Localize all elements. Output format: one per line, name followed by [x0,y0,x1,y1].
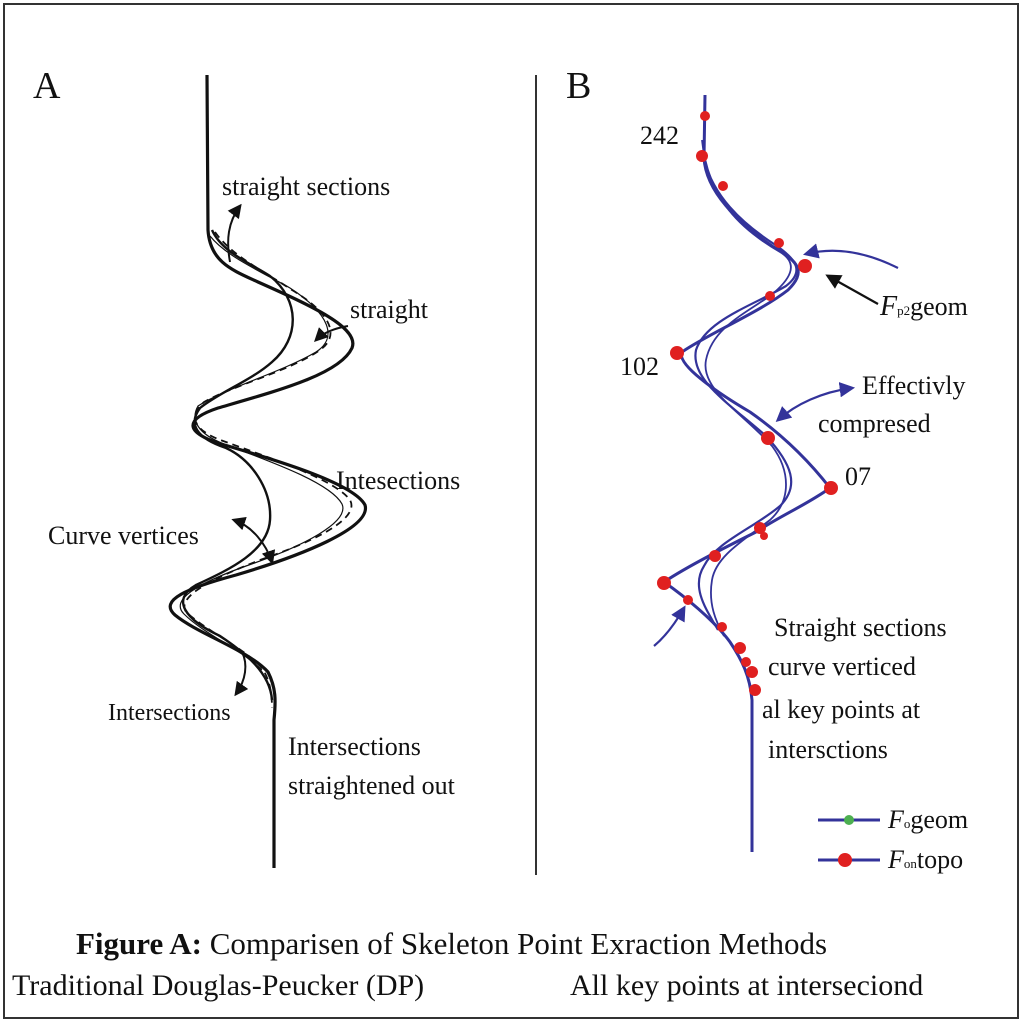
label-straightened-line2: straightened out [288,771,455,800]
legend-topo-symbol: F [888,845,904,874]
panel-a-thin-curve [179,235,344,671]
caption-right: All key points at interseciond [570,969,924,1002]
panel-b-third-curve [701,139,792,637]
number-102: 102 [620,352,659,381]
figure-frame [3,3,1019,1019]
legend-topo-label: Fontopo [888,845,964,875]
note-line1: Straight sections [774,613,947,642]
panel-a-curves [168,74,367,868]
key-point [683,595,693,605]
number-242: 242 [640,121,679,150]
key-point [824,481,838,495]
label-curve-vertices: Curve vertices [48,521,199,550]
label-intersections: Intersections [108,700,231,726]
label-straight-sections: straight sections [222,172,391,201]
panel-b-letter: B [566,65,592,107]
panel-a-arrows [227,203,349,697]
legend-geom-rest: geom [910,805,969,834]
figure-caption-title: Figure A: Comparisen of Skeleton Point E… [76,926,827,962]
panel-a-second-curve [182,229,294,701]
key-point [700,111,710,121]
figure-caption-text: Figure A: Comparisen of Skeleton Point E… [76,926,828,961]
note-line3: al key points at [762,695,921,724]
arrow-intersections [234,651,249,697]
label-f-p2geom: Fp2geom [880,291,968,322]
label-effectively-line1: Effectivly [862,371,966,400]
label-straight: straight [350,295,428,324]
caption-left: Traditional Douglas-Peucker (DP) [12,969,425,1002]
panel-a-dashed-curve [183,231,353,709]
legend-lines [818,815,880,867]
legend-topo-sub: on [903,856,917,871]
key-point [709,550,721,562]
arrow-straight [314,325,349,342]
arrow-lower-left [653,605,686,647]
note-line4: intersctions [768,735,888,764]
key-point [774,238,784,248]
arrow-curve-vertices [231,516,276,565]
key-point [741,657,751,667]
key-point [734,642,746,654]
legend-marker-topo [838,853,852,867]
label-intesections: Intesections [336,466,461,495]
key-point [760,532,768,540]
legend-geom-label: Fogeom [888,805,969,835]
key-point [798,259,812,273]
key-point [657,576,671,590]
key-point [670,346,684,360]
number-07: 07 [845,462,871,491]
note-line2: curve verticed [768,652,916,681]
key-point [746,666,758,678]
arrow-f-p2geom [825,274,879,305]
arrow-straight-sections [227,203,242,263]
key-point [765,291,775,301]
label-f-p2geom-rest: geom [910,292,968,321]
legend-geom-sub: o [903,816,911,831]
arrow-top-curve [803,243,899,269]
panel-b-arrows [653,243,899,647]
label-straightened-line1: Intersections [288,732,421,761]
label-effectively-line2: compresed [818,409,931,438]
label-f-p2geom-sub: p2 [897,303,911,318]
arrow-effectively [775,381,856,423]
key-point [749,684,761,696]
key-point [754,522,766,534]
legend-marker-geom [844,815,854,825]
legend-topo-rest: topo [916,845,964,874]
panel-a-letter: A [33,65,61,107]
panel-b-key-points [657,111,838,696]
key-point [761,431,775,445]
key-point [717,622,727,632]
key-point [718,181,728,191]
legend-geom-symbol: F [888,805,904,834]
key-point [696,150,708,162]
figure-caption-prefix: Figure A: [76,926,202,961]
